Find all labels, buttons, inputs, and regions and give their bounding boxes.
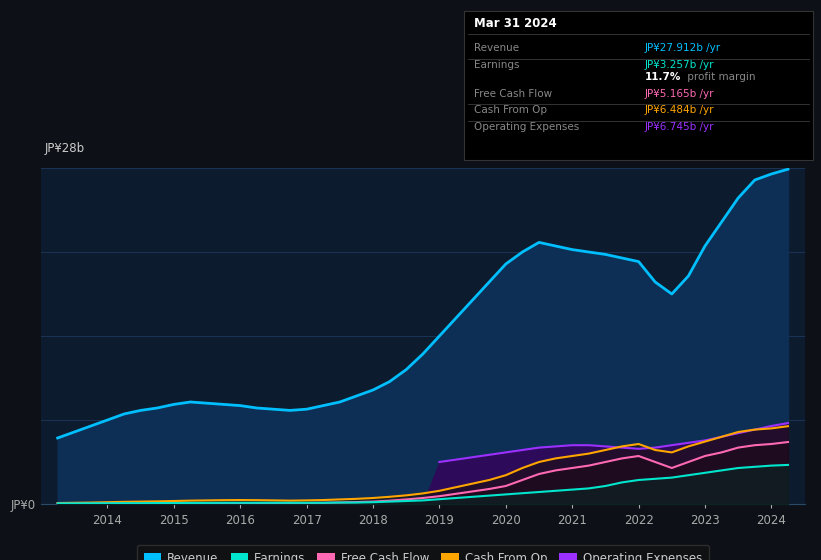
Text: 11.7%: 11.7% [644, 72, 681, 82]
Text: JP¥3.257b /yr: JP¥3.257b /yr [644, 60, 714, 70]
Text: Mar 31 2024: Mar 31 2024 [474, 17, 557, 30]
Text: Operating Expenses: Operating Expenses [474, 122, 579, 132]
Text: Earnings: Earnings [474, 60, 519, 70]
Text: profit margin: profit margin [684, 72, 755, 82]
Text: JP¥28b: JP¥28b [45, 142, 85, 155]
Text: JP¥6.484b /yr: JP¥6.484b /yr [644, 105, 714, 115]
Text: JP¥27.912b /yr: JP¥27.912b /yr [644, 43, 721, 53]
Legend: Revenue, Earnings, Free Cash Flow, Cash From Op, Operating Expenses: Revenue, Earnings, Free Cash Flow, Cash … [136, 545, 709, 560]
Text: JP¥5.165b /yr: JP¥5.165b /yr [644, 88, 714, 99]
Text: Cash From Op: Cash From Op [474, 105, 547, 115]
Text: JP¥6.745b /yr: JP¥6.745b /yr [644, 122, 714, 132]
Text: Free Cash Flow: Free Cash Flow [474, 88, 552, 99]
Text: Revenue: Revenue [474, 43, 519, 53]
